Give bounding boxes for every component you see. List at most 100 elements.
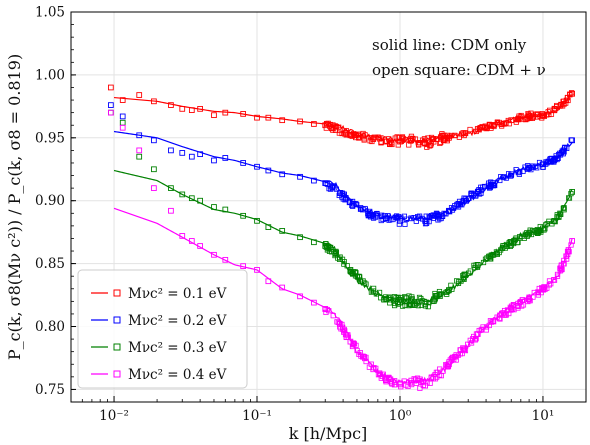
data-square	[561, 205, 567, 211]
data-square	[437, 292, 443, 298]
data-square	[411, 376, 417, 382]
data-square	[391, 302, 398, 309]
data-square	[398, 384, 404, 390]
data-square	[426, 300, 432, 306]
data-square	[168, 147, 174, 154]
data-square	[211, 251, 217, 258]
data-square	[546, 111, 552, 118]
data-square	[506, 121, 512, 127]
data-square	[151, 185, 157, 191]
data-square	[443, 211, 449, 217]
data-square	[254, 114, 260, 121]
data-square	[368, 289, 375, 295]
data-square	[354, 347, 360, 354]
data-square	[327, 183, 333, 189]
data-square	[527, 298, 533, 304]
x-tick-label: 10⁻¹	[242, 408, 272, 424]
data-square	[533, 229, 539, 235]
data-square	[500, 310, 506, 316]
data-square	[373, 291, 379, 297]
legend: Mνc² = 0.1 eV Mνc² = 0.2 eV Mνc² = 0.3 eV M…	[77, 269, 248, 389]
data-square	[136, 132, 143, 139]
data-square	[279, 171, 286, 178]
data-square	[407, 135, 414, 142]
data-square	[512, 238, 518, 244]
data-square	[459, 350, 465, 357]
data-square	[496, 315, 502, 321]
data-square	[297, 234, 303, 241]
data-square	[424, 380, 430, 386]
data-square	[357, 277, 363, 283]
data-square	[382, 213, 388, 219]
data-square	[240, 263, 247, 269]
data-square	[490, 318, 496, 324]
data-square	[461, 195, 467, 201]
data-square	[565, 248, 572, 254]
data-square	[119, 113, 126, 120]
x-tick-label: 10¹	[532, 408, 555, 424]
data-square	[240, 212, 247, 219]
data-square	[528, 167, 534, 173]
legend-label: Mνc² = 0.2 eV	[128, 313, 227, 329]
data-square	[362, 280, 368, 286]
data-square	[561, 257, 567, 264]
data-square	[377, 370, 383, 376]
data-square	[504, 307, 511, 313]
data-square	[448, 282, 454, 288]
data-square	[403, 295, 409, 301]
data-square	[520, 168, 526, 174]
data-square	[254, 163, 260, 170]
data-square	[323, 309, 329, 316]
data-square	[222, 256, 229, 263]
data-square	[119, 97, 126, 103]
data-square	[323, 241, 329, 247]
data-square	[151, 98, 157, 105]
data-square	[179, 233, 186, 239]
data-square	[388, 217, 394, 223]
data-square	[403, 216, 409, 222]
data-square	[394, 134, 400, 140]
data-square	[197, 197, 203, 204]
data-square	[563, 97, 569, 103]
data-square	[399, 135, 406, 141]
legend-box	[77, 269, 248, 389]
data-square	[398, 215, 404, 221]
data-square	[108, 84, 114, 91]
data-square	[438, 373, 444, 379]
y-axis-title: P_c(k, σ8(Mν c²)) / P_c(k, σ8 = 0.819)	[5, 54, 24, 360]
data-square	[416, 213, 423, 219]
series-2	[108, 102, 575, 227]
data-square	[344, 263, 350, 269]
data-square	[353, 132, 359, 138]
data-square	[374, 211, 380, 217]
data-square	[151, 137, 157, 144]
data-square	[503, 241, 509, 248]
data-square	[540, 287, 547, 293]
data-square	[453, 352, 459, 358]
data-square	[558, 267, 564, 273]
data-square	[342, 197, 348, 203]
data-square	[551, 105, 557, 112]
data-square	[491, 182, 497, 188]
data-square	[569, 189, 575, 195]
data-square	[353, 270, 359, 276]
data-square	[407, 380, 414, 386]
data-square	[279, 284, 286, 291]
legend-square-swatch	[113, 316, 121, 324]
data-square	[516, 113, 522, 119]
data-square	[197, 243, 203, 249]
data-square	[211, 204, 217, 210]
y-tick-label: 0.75	[35, 382, 65, 398]
data-square	[534, 227, 540, 233]
data-square	[402, 294, 408, 300]
data-square	[346, 199, 352, 206]
data-square	[496, 249, 502, 256]
data-square	[419, 298, 425, 304]
data-square	[462, 271, 468, 277]
data-square	[151, 166, 157, 173]
data-square	[488, 319, 495, 325]
data-square	[336, 192, 342, 199]
data-square	[511, 307, 517, 313]
data-square	[417, 385, 423, 391]
data-square	[473, 128, 479, 135]
